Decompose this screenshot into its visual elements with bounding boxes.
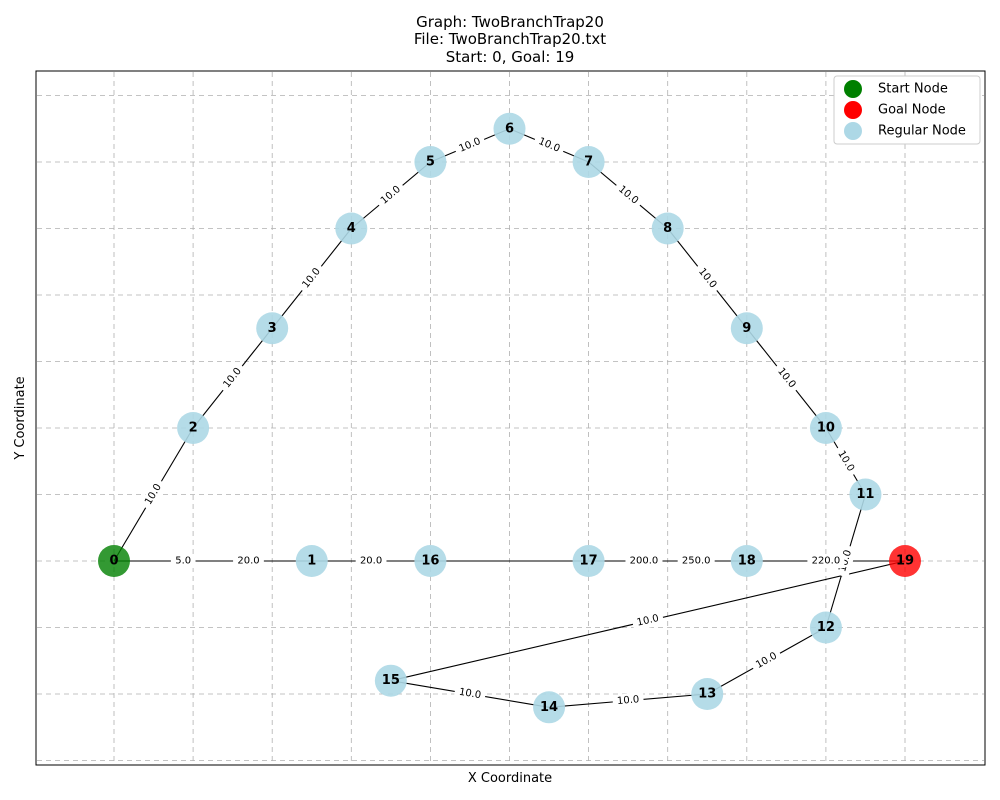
legend: Start Node Goal Node Regular Node bbox=[833, 75, 981, 145]
edge-label-background bbox=[374, 179, 408, 211]
edge-label-background bbox=[677, 554, 715, 568]
edge-label-background bbox=[631, 610, 665, 632]
node-16 bbox=[414, 545, 447, 577]
node-label-13: 13 bbox=[698, 687, 716, 702]
node-11 bbox=[849, 478, 882, 511]
edge-label-6-7: 10.0 bbox=[532, 132, 566, 158]
edge-labels: 10.010.010.010.010.0 10.010.010.010.010.0… bbox=[139, 132, 860, 709]
edge-label-background bbox=[453, 684, 487, 704]
edge-label-15-19: 10.0 bbox=[631, 610, 665, 632]
legend-goal-marker bbox=[844, 101, 862, 119]
node-label-3: 3 bbox=[268, 321, 277, 336]
edge-label-13-14: 10.0 bbox=[612, 692, 645, 709]
edge-label-background bbox=[296, 261, 327, 295]
legend-start-label: Start Node bbox=[878, 82, 948, 97]
node-label-4: 4 bbox=[347, 221, 356, 236]
node-label-0: 0 bbox=[109, 554, 118, 569]
node-2 bbox=[177, 412, 210, 444]
edge-label-17-18: 250.0 bbox=[677, 554, 715, 568]
edge-label-background bbox=[532, 132, 566, 158]
node-label-19: 19 bbox=[896, 554, 914, 569]
node-label-16: 16 bbox=[421, 554, 439, 569]
plot-frame bbox=[35, 70, 986, 766]
node-8 bbox=[651, 212, 684, 245]
edge-label-background bbox=[139, 477, 168, 512]
node-label-10: 10 bbox=[817, 421, 835, 436]
node-label-5: 5 bbox=[426, 155, 435, 170]
node-1 bbox=[295, 545, 328, 577]
title-line-1: Graph: TwoBranchTrap20 bbox=[416, 13, 604, 31]
edge-label-background bbox=[625, 554, 663, 568]
node-9 bbox=[730, 312, 763, 345]
y-axis-label: Y Coordinate bbox=[13, 376, 28, 460]
edge-label-5-6: 10.0 bbox=[453, 132, 487, 158]
edge-label-text: 20.0 bbox=[237, 556, 259, 567]
edge-label-background bbox=[692, 261, 723, 295]
edge-label-text: 220.0 bbox=[812, 556, 841, 567]
legend-goal-label: Goal Node bbox=[878, 103, 946, 118]
edge-label-0-1: 20.0 bbox=[233, 554, 264, 568]
edge-label-background bbox=[611, 179, 645, 211]
node-label-2: 2 bbox=[189, 421, 198, 436]
node-12 bbox=[809, 611, 842, 644]
node-4 bbox=[335, 212, 368, 245]
grid bbox=[37, 72, 984, 764]
title-line-2: File: TwoBranchTrap20.txt bbox=[414, 30, 606, 48]
edge-label-background bbox=[831, 444, 860, 479]
node-label-6: 6 bbox=[505, 121, 514, 136]
node-label-14: 14 bbox=[540, 700, 558, 715]
title-line-3: Start: 0, Goal: 19 bbox=[446, 48, 575, 66]
edge-label-background bbox=[355, 554, 387, 568]
node-15 bbox=[374, 664, 407, 697]
edge-label-background bbox=[170, 554, 196, 568]
node-label-9: 9 bbox=[742, 321, 751, 336]
node-label-17: 17 bbox=[580, 554, 598, 569]
node-17 bbox=[572, 545, 605, 577]
edge-label-0-1: 5.0 bbox=[170, 554, 196, 568]
edge-label-14-15: 10.0 bbox=[453, 684, 487, 704]
node-6 bbox=[493, 112, 526, 145]
edge-label-text: 5.0 bbox=[175, 556, 191, 567]
edge-label-17-18: 200.0 bbox=[625, 554, 663, 568]
edge-label-background bbox=[771, 361, 802, 395]
node-label-15: 15 bbox=[382, 673, 400, 688]
node-5 bbox=[414, 146, 447, 178]
edge-label-background bbox=[453, 132, 487, 158]
edge-label-background bbox=[612, 692, 645, 709]
edge-label-text: 10.0 bbox=[617, 694, 640, 707]
edge-label-18-19: 220.0 bbox=[807, 554, 845, 568]
edge-label-text: 10.0 bbox=[458, 687, 482, 702]
node-19 bbox=[889, 545, 921, 577]
edge-label-background bbox=[233, 554, 264, 568]
edge-label-1-16: 20.0 bbox=[355, 554, 387, 568]
x-axis-label: X Coordinate bbox=[468, 771, 552, 786]
node-label-1: 1 bbox=[307, 554, 316, 569]
edge-label-background bbox=[749, 647, 784, 675]
legend-start-marker bbox=[844, 80, 862, 98]
legend-regular-marker bbox=[844, 122, 862, 140]
node-3 bbox=[256, 312, 289, 345]
node-label-18: 18 bbox=[738, 554, 756, 569]
node-0 bbox=[98, 545, 130, 577]
node-13 bbox=[691, 678, 724, 710]
edge-label-background bbox=[807, 554, 845, 568]
node-14 bbox=[533, 691, 566, 724]
edge-label-text: 250.0 bbox=[682, 556, 711, 567]
node-label-11: 11 bbox=[856, 487, 874, 502]
node-18 bbox=[730, 545, 763, 577]
node-label-7: 7 bbox=[584, 155, 593, 170]
edge-label-text: 20.0 bbox=[360, 556, 382, 567]
node-7 bbox=[572, 146, 605, 178]
edge-label-background bbox=[834, 544, 857, 578]
node-10 bbox=[809, 412, 842, 444]
edge-label-text: 200.0 bbox=[630, 556, 659, 567]
edge-label-text: 10.0 bbox=[636, 613, 660, 629]
legend-box bbox=[833, 75, 981, 145]
legend-regular-label: Regular Node bbox=[878, 124, 966, 139]
edge-label-background bbox=[217, 361, 248, 395]
node-label-8: 8 bbox=[663, 221, 672, 236]
node-label-12: 12 bbox=[817, 620, 835, 635]
